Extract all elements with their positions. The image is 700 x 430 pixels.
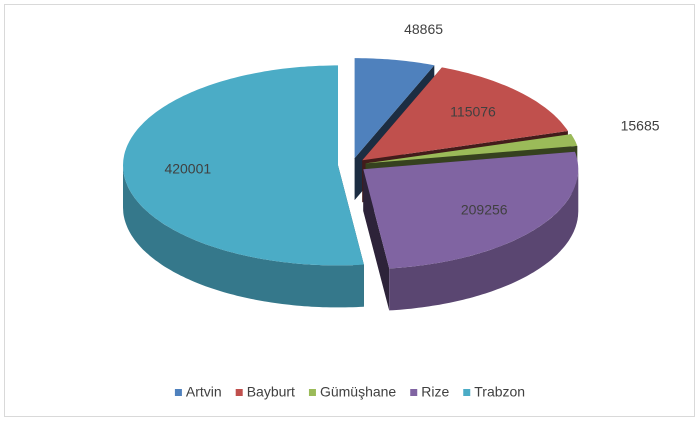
legend-label: Rize xyxy=(421,384,449,400)
slice-wall xyxy=(123,165,364,308)
data-label: 15685 xyxy=(621,117,660,133)
legend-label: Artvin xyxy=(186,384,222,400)
legend-swatch xyxy=(463,389,471,396)
legend-swatch xyxy=(410,389,418,396)
legend-label: Trabzon xyxy=(474,384,525,400)
legend-swatch xyxy=(235,389,243,396)
legend-label: Gümüşhane xyxy=(320,384,396,400)
slice-wall xyxy=(389,169,579,311)
data-label: 115076 xyxy=(450,104,496,120)
legend-swatch xyxy=(308,389,316,396)
slice-side xyxy=(363,169,390,311)
data-label: 209256 xyxy=(461,202,508,218)
data-label: 48865 xyxy=(404,21,443,37)
legend-label: Bayburt xyxy=(247,384,295,400)
slice-top xyxy=(365,134,578,164)
slice-top xyxy=(123,65,364,266)
pie-slice xyxy=(363,151,579,311)
slice-top xyxy=(354,58,435,159)
legend: Artvin Bayburt Gümüşhane Rize Trabzon xyxy=(174,384,525,400)
slice-top xyxy=(363,151,579,269)
data-label: 420001 xyxy=(164,160,211,176)
legend-swatch xyxy=(174,389,182,396)
pie-slice xyxy=(123,65,364,308)
slice-top xyxy=(362,67,568,161)
